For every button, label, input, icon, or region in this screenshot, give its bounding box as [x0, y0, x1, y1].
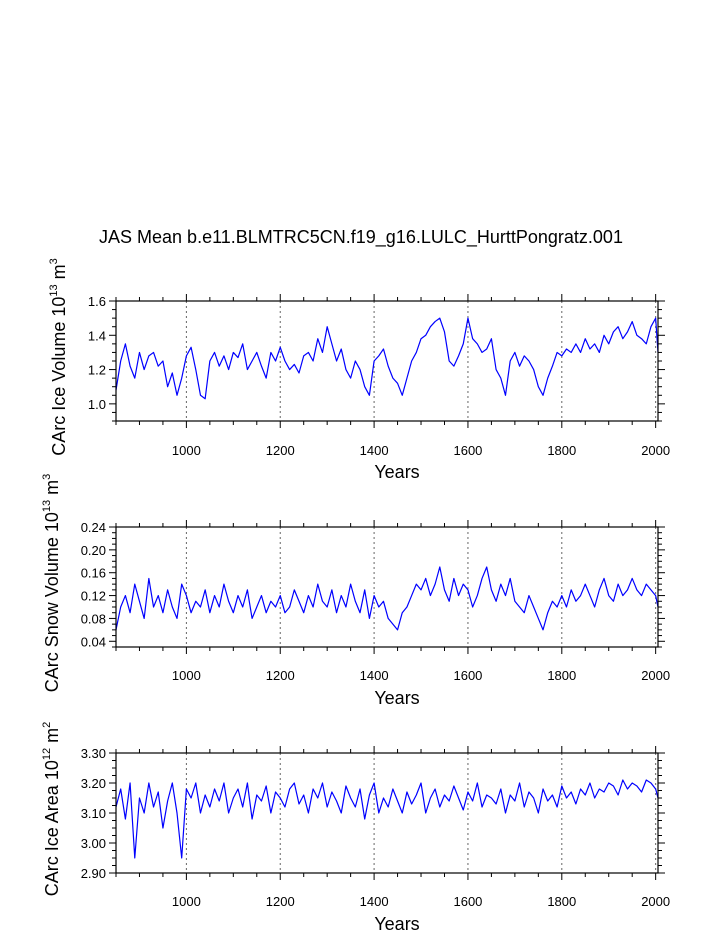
x-axis-label: Years [374, 914, 419, 934]
y-tick-label: 0.08 [81, 611, 106, 626]
y-tick-label: 0.24 [81, 520, 106, 535]
x-tick-label: 1800 [547, 668, 576, 683]
y-tick-label: 1.2 [88, 363, 106, 378]
plot-frame [115, 526, 659, 648]
x-tick-label: 2000 [641, 668, 670, 683]
chart-title: JAS Mean b.e11.BLMTRC5CN.f19_g16.LULC_Hu… [99, 227, 623, 248]
y-axis-label-unit-exponent: 2 [41, 722, 53, 728]
x-tick-label: 1200 [266, 894, 295, 909]
x-tick-label: 1000 [172, 668, 201, 683]
y-tick-label: 1.0 [88, 397, 106, 412]
y-axis-label-base: CArc Snow Volume 10 [42, 512, 62, 692]
series-line [115, 566, 659, 631]
y-axis-label-unit: m [42, 728, 62, 748]
x-tick-label: 1000 [172, 443, 201, 458]
y-tick-label: 0.04 [81, 634, 106, 649]
x-tick-label: 2000 [641, 443, 670, 458]
chart-panel-1: 1000 1200 1400 1600 1800 2000 1.0 1.2 1.4 1.6 Year… [48, 258, 670, 482]
x-tick-label: 1600 [453, 668, 482, 683]
x-tick-label: 1800 [547, 894, 576, 909]
x-tick-label: 1800 [547, 443, 576, 458]
y-axis-label-unit-exponent: 3 [48, 258, 60, 264]
y-tick-label: 2.90 [81, 866, 106, 881]
y-axis-label-base: CArc Ice Volume 10 [49, 297, 69, 456]
y-tick-label: 3.10 [81, 806, 106, 821]
y-axis-label-exponent: 13 [41, 500, 53, 512]
x-tick-label: 1200 [266, 668, 295, 683]
x-tick-label: 1200 [266, 443, 295, 458]
x-tick-label: 1000 [172, 894, 201, 909]
chart-panel-3: 1000 1200 1400 1600 1800 2000 2.90 3.00 3.10 3.20… [41, 722, 670, 934]
y-tick-label: 3.20 [81, 776, 106, 791]
y-tick-label: 1.4 [88, 328, 106, 343]
chart-panel-2: 1000 1200 1400 1600 1800 2000 0.04 0.08 0.12 0.16… [41, 474, 670, 708]
x-tick-label: 2000 [641, 894, 670, 909]
y-tick-label: 0.16 [81, 566, 106, 581]
y-tick-label: 0.12 [81, 589, 106, 604]
plot-frame [115, 752, 659, 874]
y-tick-label: 0.20 [81, 543, 106, 558]
x-tick-label: 1400 [360, 894, 389, 909]
series-line [115, 317, 659, 400]
y-axis-label-exponent: 13 [48, 284, 60, 296]
y-axis-label-unit: m [49, 264, 69, 284]
y-axis-label-unit: m [42, 480, 62, 500]
y-axis-label: CArc Ice Area 1012 m2 [41, 722, 62, 896]
y-tick-label: 1.6 [88, 294, 106, 309]
x-tick-label: 1600 [453, 894, 482, 909]
y-axis-label-unit-exponent: 3 [41, 474, 53, 480]
y-axis-label: CArc Ice Volume 1013 m3 [48, 258, 69, 455]
y-axis-label-exponent: 12 [41, 748, 53, 760]
y-axis-label: CArc Snow Volume 1013 m3 [41, 474, 62, 692]
x-axis-label: Years [374, 462, 419, 482]
y-axis-label-base: CArc Ice Area 10 [42, 760, 62, 896]
y-tick-label: 3.30 [81, 746, 106, 761]
series-line [115, 779, 659, 859]
x-tick-label: 1400 [360, 443, 389, 458]
x-tick-label: 1400 [360, 668, 389, 683]
x-tick-label: 1600 [453, 443, 482, 458]
x-axis-label: Years [374, 688, 419, 708]
y-tick-label: 3.00 [81, 836, 106, 851]
